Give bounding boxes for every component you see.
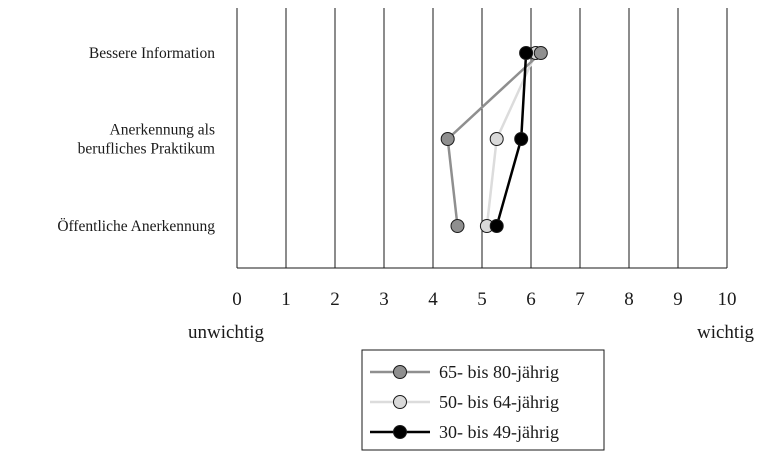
x-tick-label: 0 [232, 289, 242, 310]
x-tick-label: 5 [477, 289, 487, 310]
category-labels: Bessere Information Anerkennung als berufl… [57, 45, 215, 235]
legend-label-0: 65- bis 80-jährig [439, 362, 559, 382]
legend-label-1: 50- bis 64-jährig [439, 392, 559, 412]
legend-marker-1 [393, 395, 407, 409]
legend-label-2: 30- bis 49-jährig [439, 422, 559, 442]
category-label: berufliches Praktikum [78, 141, 215, 158]
x-tick-label: 2 [330, 289, 340, 310]
series-point-0-0 [533, 46, 548, 60]
x-tick-labels: 0 1 2 3 4 5 6 7 8 9 10 [232, 289, 736, 310]
series-point-0-2 [450, 219, 465, 233]
x-tick-label: 1 [281, 289, 291, 310]
category-label: Öffentliche Anerkennung [57, 218, 215, 235]
x-tick-label: 7 [575, 289, 585, 310]
x-right-label: wichtig [697, 322, 754, 343]
x-tick-label: 3 [379, 289, 389, 310]
x-tick-label: 6 [526, 289, 536, 310]
series-point-1-1 [489, 132, 504, 146]
series-point-2-2 [489, 219, 504, 233]
series-group [440, 46, 548, 233]
category-label: Bessere Information [89, 45, 215, 62]
legend-marker-2 [393, 425, 407, 439]
series-point-2-0 [519, 46, 534, 60]
legend-marker-0 [393, 365, 407, 379]
series-point-0-1 [440, 132, 455, 146]
series-point-2-1 [514, 132, 529, 146]
x-tick-label: 10 [718, 289, 737, 310]
legend: 65- bis 80-jährig 50- bis 64-jährig 30- bi… [361, 349, 605, 451]
x-tick-label: 9 [673, 289, 683, 310]
x-left-label: unwichtig [188, 322, 264, 343]
category-label: Anerkennung als [110, 122, 215, 139]
x-tick-label: 8 [624, 289, 634, 310]
x-tick-label: 4 [428, 289, 438, 310]
